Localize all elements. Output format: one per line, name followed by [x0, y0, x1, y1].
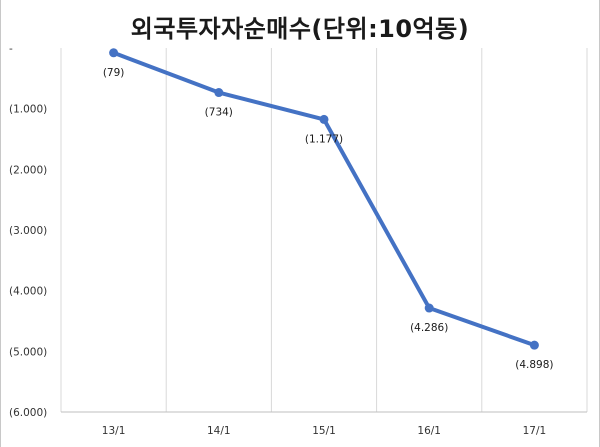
x-tick-label: 17/1	[523, 425, 547, 437]
data-point	[424, 303, 434, 313]
data-label: (79)	[103, 67, 125, 79]
data-points	[109, 48, 539, 350]
data-label: (1.177)	[305, 133, 343, 145]
data-point	[529, 340, 539, 350]
data-labels: (79) (734) (1.177) (4.286) (4.898)	[103, 67, 554, 371]
data-label: (4.286)	[410, 322, 448, 334]
y-tick-label: -	[9, 43, 13, 55]
y-tick-label: (3.000)	[9, 225, 47, 237]
y-tick-label: (4.000)	[9, 286, 47, 298]
y-tick-label: (5.000)	[9, 346, 47, 358]
data-label: (4.898)	[515, 359, 553, 371]
series-line-path	[111, 50, 537, 348]
x-tick-label: 14/1	[207, 425, 231, 437]
data-label: (734)	[205, 107, 233, 119]
data-point	[109, 48, 119, 58]
data-point	[319, 114, 329, 124]
tick-labels: - (1.000) (2.000) (3.000) (4.000) (5.000) (6.0…	[9, 43, 546, 437]
y-tick-label: (6.000)	[9, 407, 47, 419]
x-tick-label: 16/1	[417, 425, 441, 437]
series-line	[111, 50, 537, 348]
chart-title: 외국투자자순매수(단위:10억동)	[130, 15, 470, 43]
x-tick-label: 15/1	[312, 425, 336, 437]
grid-lines	[60, 48, 588, 412]
x-tick-label: 13/1	[102, 425, 126, 437]
y-tick-label: (1.000)	[9, 104, 47, 116]
data-point	[214, 88, 224, 98]
y-tick-label: (2.000)	[9, 164, 47, 176]
